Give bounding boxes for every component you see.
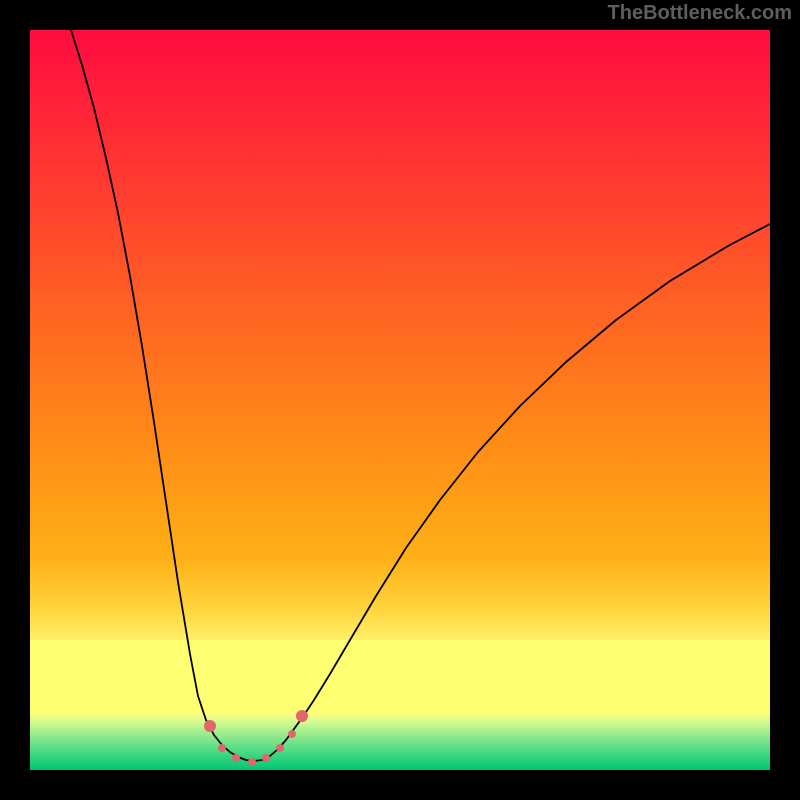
gradient-band [30, 414, 770, 463]
lower-gradient-band [30, 714, 770, 770]
gradient-band [30, 30, 770, 79]
gradient-band [30, 366, 770, 415]
gradient-band [30, 606, 770, 641]
chart-root: TheBottleneck.com [0, 0, 800, 800]
curve-marker [276, 744, 284, 752]
curve-marker [262, 754, 270, 762]
curve-marker [232, 754, 240, 762]
gradient-band [30, 270, 770, 319]
gradient-band [30, 126, 770, 175]
gradient-band [30, 222, 770, 271]
highlight-band [30, 640, 770, 714]
curve-marker [204, 720, 216, 732]
gradient-band [30, 558, 770, 607]
curve-marker [248, 758, 256, 766]
gradient-band [30, 510, 770, 559]
curve-marker [288, 730, 296, 738]
curve-marker [218, 744, 226, 752]
curve-marker [296, 710, 308, 722]
background-layer [30, 30, 770, 770]
gradient-band [30, 78, 770, 127]
gradient-band [30, 462, 770, 511]
gradient-band [30, 174, 770, 223]
chart-svg [0, 0, 800, 800]
